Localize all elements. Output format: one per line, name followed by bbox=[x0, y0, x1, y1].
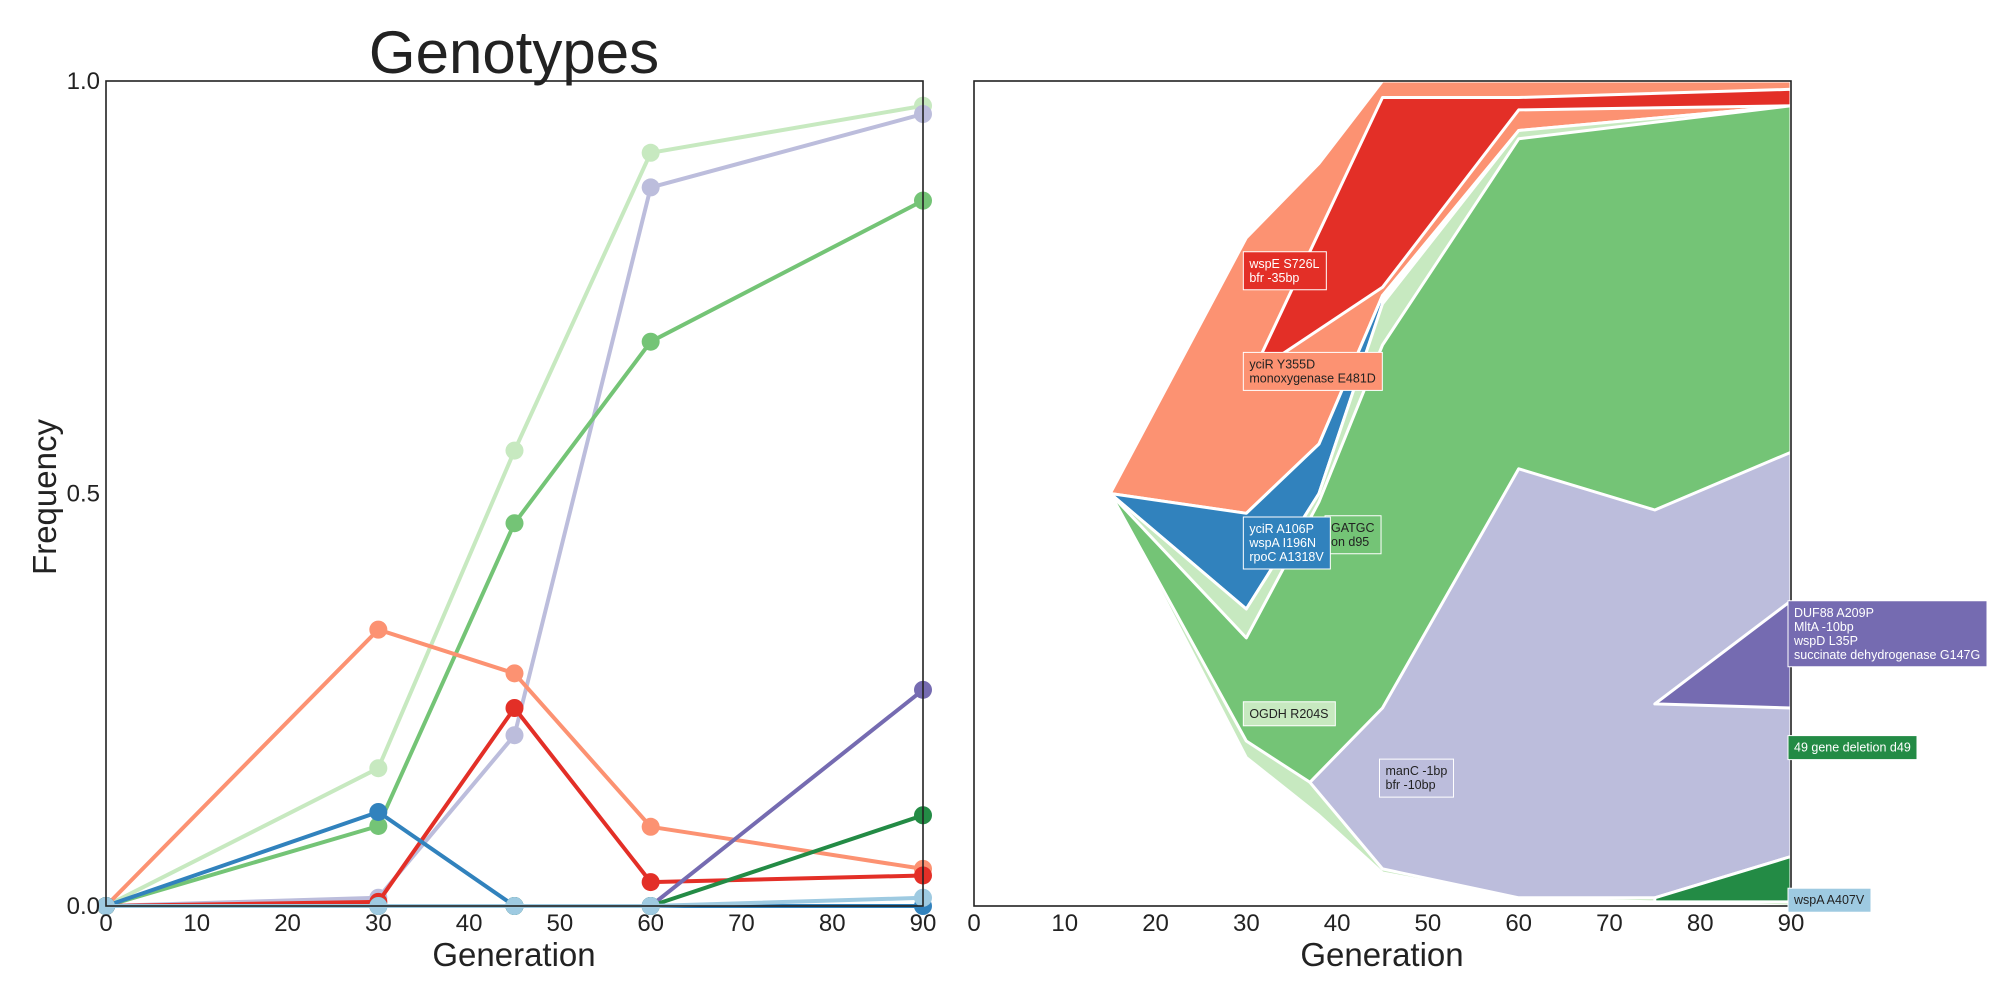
right-x-tick-label: 10 bbox=[1051, 910, 1078, 937]
series-point-1-2 bbox=[505, 726, 524, 745]
left-panel: 0 10 20 30 40 50 60 70 80 90 0.0 0.5 1.0 Genotypes G… bbox=[26, 19, 936, 973]
series-point-4-3 bbox=[641, 873, 660, 892]
series-point-2-2 bbox=[505, 514, 524, 533]
right-x-tick-label: 30 bbox=[1233, 910, 1260, 937]
chart-title: Genotypes bbox=[369, 19, 659, 86]
right-x-tick-label: 0 bbox=[967, 910, 980, 937]
annotation-text: wspA A407V bbox=[1793, 893, 1865, 907]
genotype-annotation: 49 gene deletion d49 bbox=[1787, 735, 1918, 761]
series-point-5-1 bbox=[369, 802, 388, 821]
annotation-box bbox=[1787, 600, 1988, 668]
annotation-box bbox=[1324, 515, 1382, 555]
series-point-2-3 bbox=[641, 332, 660, 351]
right-x-axis-label: Generation bbox=[1300, 936, 1463, 973]
left-tick-labels: 0 10 20 30 40 50 60 70 80 90 0.0 0.5 1.0 bbox=[67, 68, 937, 937]
left-y-axis-label: Frequency bbox=[26, 419, 63, 575]
annotation-text: succinate dehydrogenase G147G bbox=[1794, 648, 1980, 662]
right-tick-labels: 0 10 20 30 40 50 60 70 80 90 bbox=[967, 910, 1804, 937]
right-x-tick-label: 90 bbox=[1778, 910, 1805, 937]
series-point-3-3 bbox=[641, 817, 660, 836]
annotation-text: yciR Y355D bbox=[1249, 357, 1315, 371]
series-point-0-3 bbox=[641, 143, 660, 162]
annotation-text: 49 gene deletion d49 bbox=[1794, 741, 1911, 755]
right-x-tick-label: 50 bbox=[1415, 910, 1442, 937]
genotype-annotation: OGDH R204S bbox=[1242, 701, 1336, 727]
annotation-text: rpoC A1318V bbox=[1249, 550, 1324, 564]
annotation-text: bfr -10bp bbox=[1386, 778, 1436, 792]
series-point-3-1 bbox=[369, 620, 388, 639]
annotation-box bbox=[1242, 701, 1336, 727]
left-y-tick-label: 0.0 bbox=[67, 893, 100, 920]
left-x-axis-label: Generation bbox=[432, 936, 595, 973]
left-x-tick-label: 40 bbox=[456, 910, 483, 937]
right-x-tick-label: 70 bbox=[1596, 910, 1623, 937]
left-x-tick-label: 10 bbox=[183, 910, 210, 937]
annotation-box bbox=[1787, 887, 1872, 913]
annotation-text: on d95 bbox=[1331, 535, 1369, 549]
right-x-tick-label: 60 bbox=[1505, 910, 1532, 937]
annotation-box bbox=[1379, 758, 1454, 798]
annotation-box bbox=[1242, 516, 1331, 570]
right-x-tick-label: 40 bbox=[1324, 910, 1351, 937]
series-point-2-1 bbox=[369, 816, 388, 835]
left-x-tick-label: 80 bbox=[819, 910, 846, 937]
annotation-text: wspE S726L bbox=[1248, 257, 1319, 271]
left-x-tick-label: 30 bbox=[365, 910, 392, 937]
right-x-tick-label: 80 bbox=[1687, 910, 1714, 937]
annotation-box bbox=[1242, 251, 1327, 291]
left-x-tick-label: 20 bbox=[274, 910, 301, 937]
annotation-text: wspD L35P bbox=[1793, 634, 1858, 648]
annotation-text: bfr -35bp bbox=[1249, 271, 1299, 285]
annotation-box bbox=[1242, 351, 1383, 391]
annotation-text: MltA -10bp bbox=[1794, 620, 1854, 634]
right-x-tick-label: 20 bbox=[1142, 910, 1169, 937]
annotation-text: DUF88 A209P bbox=[1794, 606, 1874, 620]
annotation-text: OGDH R204S bbox=[1249, 707, 1328, 721]
series-point-3-2 bbox=[505, 664, 524, 683]
left-plot-frame bbox=[105, 80, 924, 907]
genotype-annotation: wspA A407V bbox=[1787, 887, 1872, 913]
left-y-tick-label: 0.5 bbox=[67, 481, 100, 508]
series-point-4-2 bbox=[505, 699, 524, 717]
series-point-0-2 bbox=[505, 441, 524, 460]
annotation-text: monoxygenase E481D bbox=[1249, 371, 1375, 385]
left-x-tick-label: 70 bbox=[728, 910, 755, 937]
series-point-1-3 bbox=[641, 178, 660, 197]
annotation-box bbox=[1787, 735, 1918, 761]
series-point-0-1 bbox=[369, 759, 388, 778]
right-plot-frame bbox=[973, 80, 1792, 907]
left-x-tick-label: 60 bbox=[637, 910, 664, 937]
left-x-tick-label: 0 bbox=[99, 910, 112, 937]
annotation-text: yciR A106P bbox=[1249, 522, 1314, 536]
annotation-text: manC -1bp bbox=[1386, 764, 1448, 778]
annotation-text: wspA I196N bbox=[1248, 536, 1316, 550]
left-x-tick-label: 90 bbox=[910, 910, 937, 937]
annotation-text: GATGC bbox=[1331, 521, 1375, 535]
left-x-tick-label: 50 bbox=[547, 910, 574, 937]
left-y-tick-label: 1.0 bbox=[67, 68, 100, 95]
